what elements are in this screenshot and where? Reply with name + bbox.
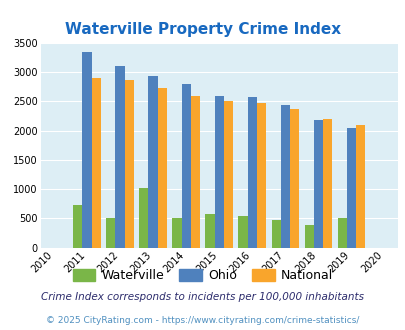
Bar bbox=[223, 101, 232, 248]
Bar bbox=[115, 66, 124, 248]
Text: Waterville Property Crime Index: Waterville Property Crime Index bbox=[65, 22, 340, 37]
Bar bbox=[238, 216, 247, 248]
Bar bbox=[214, 95, 223, 248]
Bar bbox=[139, 188, 148, 248]
Bar bbox=[313, 120, 322, 248]
Bar bbox=[280, 106, 289, 248]
Bar bbox=[106, 218, 115, 248]
Bar bbox=[73, 205, 82, 248]
Text: © 2025 CityRating.com - https://www.cityrating.com/crime-statistics/: © 2025 CityRating.com - https://www.city… bbox=[46, 315, 359, 325]
Bar bbox=[148, 76, 157, 248]
Bar bbox=[172, 218, 181, 248]
Bar bbox=[256, 103, 266, 248]
Bar bbox=[346, 128, 355, 248]
Bar bbox=[271, 220, 280, 248]
Bar bbox=[337, 218, 346, 248]
Bar bbox=[82, 52, 91, 248]
Bar bbox=[91, 78, 100, 248]
Bar bbox=[157, 88, 166, 248]
Bar bbox=[190, 96, 200, 248]
Bar bbox=[181, 84, 190, 248]
Bar bbox=[289, 109, 298, 248]
Bar bbox=[247, 97, 256, 248]
Bar bbox=[205, 214, 214, 248]
Bar bbox=[304, 225, 313, 248]
Text: Crime Index corresponds to incidents per 100,000 inhabitants: Crime Index corresponds to incidents per… bbox=[41, 292, 364, 302]
Bar bbox=[322, 119, 332, 248]
Bar bbox=[355, 125, 364, 248]
Bar bbox=[124, 80, 134, 248]
Legend: Waterville, Ohio, National: Waterville, Ohio, National bbox=[68, 264, 337, 287]
